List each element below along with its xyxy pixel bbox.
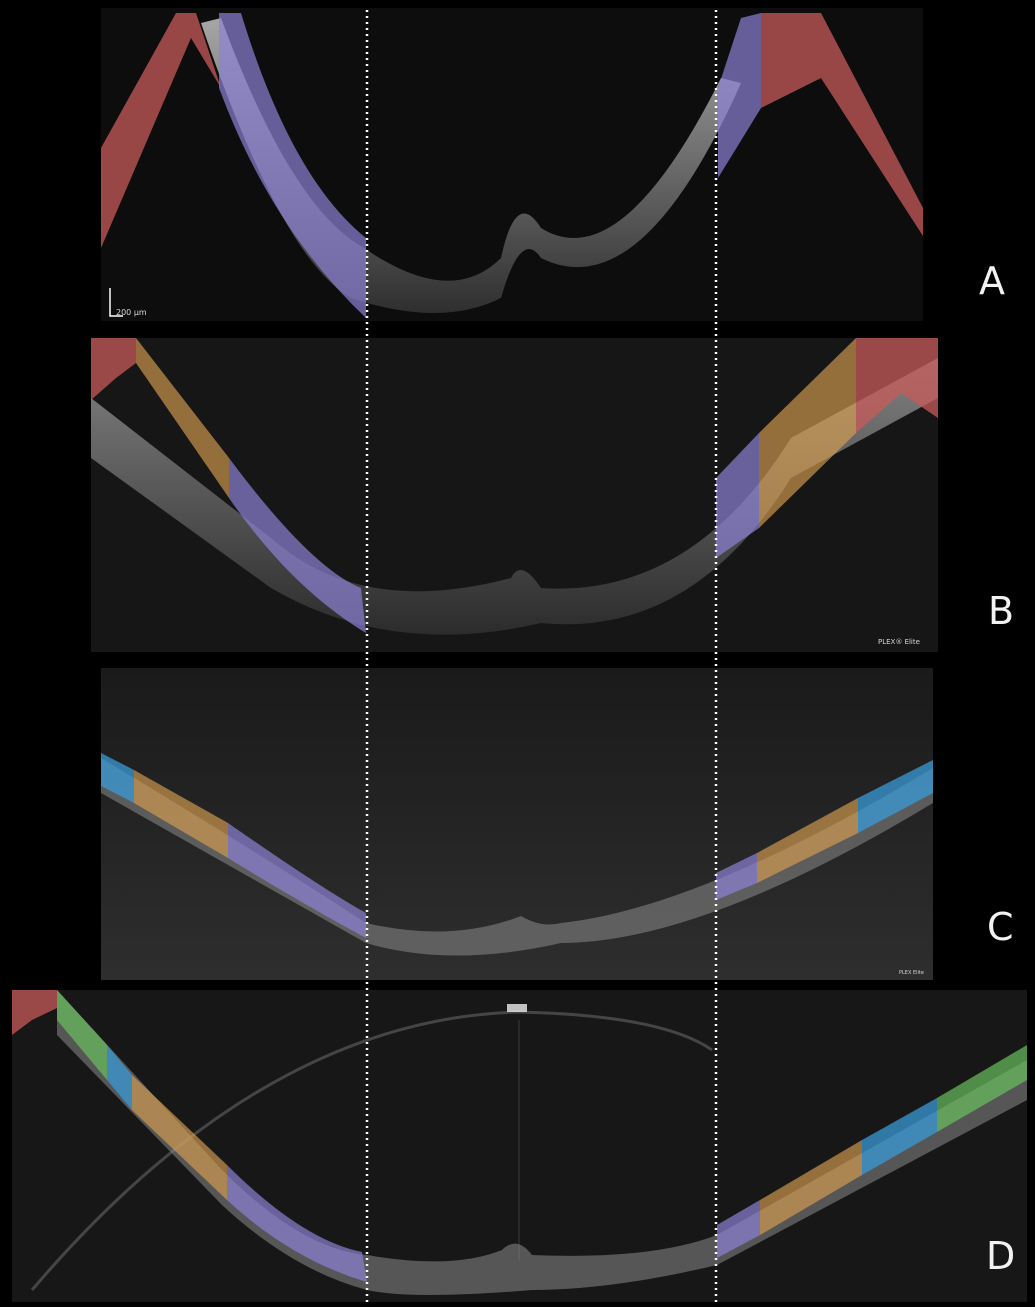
- purple-segment-right: [718, 13, 761, 178]
- oct-panel-d: [12, 990, 1027, 1302]
- red-segment-right: [761, 13, 923, 236]
- orange-segment-left: [136, 338, 229, 498]
- panel-label-b: B: [988, 589, 1015, 633]
- red-segment-left: [91, 338, 136, 400]
- purple-segment-left: [219, 13, 366, 318]
- purple-segment-right: [716, 853, 757, 900]
- panel-label-c: C: [987, 905, 1014, 949]
- panel-label-d: D: [986, 1234, 1016, 1278]
- reflex-spot: [507, 1004, 527, 1012]
- red-segment-right: [856, 338, 938, 433]
- purple-segment-right: [717, 1200, 760, 1258]
- blue-segment-left: [101, 753, 134, 803]
- orange-segment-left: [134, 770, 228, 858]
- purple-segment-left: [229, 458, 366, 633]
- green-segment-right: [937, 1045, 1027, 1132]
- panel-label-a: A: [979, 259, 1005, 303]
- oct-scan-b: [91, 338, 938, 635]
- scale-bar-label: 200 µm: [116, 308, 147, 317]
- lens-reflection-artifact: [30, 1010, 713, 1291]
- purple-segment-right: [716, 433, 759, 558]
- orange-segment-left: [132, 1075, 227, 1200]
- blue-segment-right: [862, 1098, 937, 1175]
- green-segment-left: [57, 990, 107, 1080]
- oct-panel-a: 200 µm: [101, 8, 923, 321]
- orange-segment-right: [757, 798, 858, 883]
- device-label: PLEX® Elite: [878, 638, 920, 646]
- oct-scan-c: [101, 668, 933, 980]
- oct-panel-b: PLEX® Elite: [91, 338, 938, 652]
- oct-scan-a: [101, 13, 923, 318]
- scale-bar: [109, 288, 123, 317]
- orange-segment-right: [759, 338, 856, 528]
- purple-segment-left: [227, 1165, 367, 1282]
- blue-segment-left: [107, 1045, 132, 1110]
- oct-scan-d: [12, 990, 1027, 1295]
- device-label: PLEX Elite: [899, 970, 924, 976]
- orange-segment-right: [760, 1140, 862, 1235]
- red-segment-left: [101, 13, 221, 248]
- purple-segment-left: [228, 823, 366, 938]
- blue-segment-right: [858, 760, 933, 833]
- oct-panel-c: PLEX Elite: [101, 668, 933, 980]
- red-segment-left: [12, 990, 57, 1035]
